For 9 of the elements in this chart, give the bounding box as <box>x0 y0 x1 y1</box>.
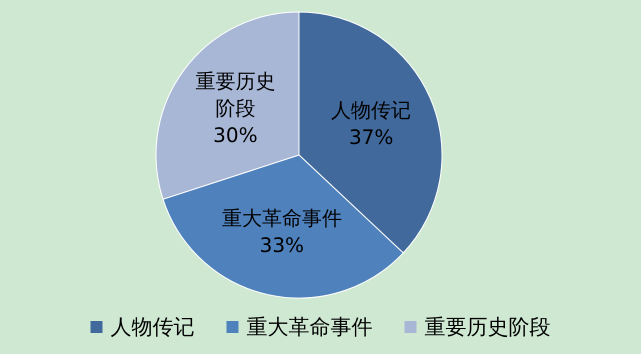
data-label: 33% <box>260 232 304 259</box>
legend-label: 人物传记 <box>110 315 194 339</box>
data-label: 30% <box>213 122 258 150</box>
slice-label: 重大革命事件 <box>222 204 342 232</box>
data-label: 37% <box>348 124 394 151</box>
slice-label: 人物传记 <box>331 96 412 124</box>
legend-label: 重大革命事件 <box>246 315 372 339</box>
slice-label: 重要历史阶段 <box>194 68 276 122</box>
legend-label: 重要历史阶段 <box>424 315 550 339</box>
